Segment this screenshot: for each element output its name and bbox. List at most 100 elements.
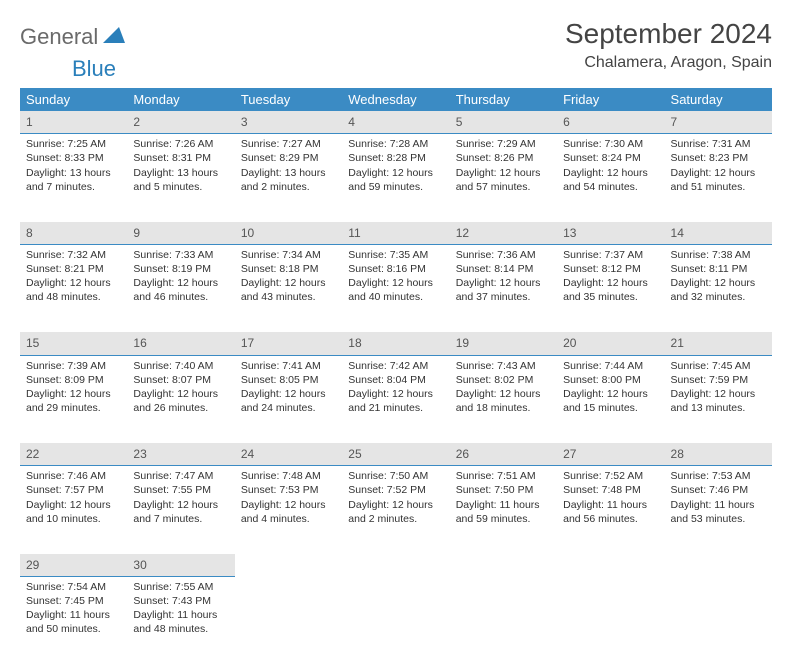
- daylight-text: and 37 minutes.: [456, 290, 551, 304]
- sunrise-text: Sunrise: 7:54 AM: [26, 580, 121, 594]
- sunset-text: Sunset: 7:53 PM: [241, 483, 336, 497]
- day-cell: Sunrise: 7:26 AMSunset: 8:31 PMDaylight:…: [127, 134, 234, 222]
- daylight-text: Daylight: 12 hours: [133, 276, 228, 290]
- sunset-text: Sunset: 8:31 PM: [133, 151, 228, 165]
- day-number: 14: [665, 222, 772, 245]
- sunset-text: Sunset: 8:14 PM: [456, 262, 551, 276]
- day-header: Wednesday: [342, 88, 449, 111]
- day-number: 20: [557, 332, 664, 355]
- daylight-text: and 48 minutes.: [26, 290, 121, 304]
- daylight-text: Daylight: 11 hours: [133, 608, 228, 622]
- day-cell: Sunrise: 7:53 AMSunset: 7:46 PMDaylight:…: [665, 466, 772, 554]
- sunset-text: Sunset: 8:05 PM: [241, 373, 336, 387]
- sunset-text: Sunset: 8:28 PM: [348, 151, 443, 165]
- month-title: September 2024: [565, 18, 772, 50]
- daylight-text: Daylight: 12 hours: [348, 276, 443, 290]
- day-number: 30: [127, 554, 234, 577]
- day-number: 4: [342, 111, 449, 134]
- day-number-row: 891011121314: [20, 222, 772, 245]
- daylight-text: Daylight: 12 hours: [671, 276, 766, 290]
- daylight-text: and 7 minutes.: [133, 512, 228, 526]
- daylight-text: and 53 minutes.: [671, 512, 766, 526]
- day-number: 11: [342, 222, 449, 245]
- sunrise-text: Sunrise: 7:43 AM: [456, 359, 551, 373]
- daylight-text: Daylight: 12 hours: [348, 387, 443, 401]
- day-number: [235, 554, 342, 577]
- day-cell: Sunrise: 7:34 AMSunset: 8:18 PMDaylight:…: [235, 244, 342, 332]
- day-header: Thursday: [450, 88, 557, 111]
- daylight-text: Daylight: 12 hours: [241, 276, 336, 290]
- sunset-text: Sunset: 8:04 PM: [348, 373, 443, 387]
- day-header: Monday: [127, 88, 234, 111]
- day-number: 12: [450, 222, 557, 245]
- day-cell: Sunrise: 7:45 AMSunset: 7:59 PMDaylight:…: [665, 355, 772, 443]
- sunset-text: Sunset: 7:50 PM: [456, 483, 551, 497]
- sunset-text: Sunset: 8:29 PM: [241, 151, 336, 165]
- daylight-text: Daylight: 12 hours: [671, 387, 766, 401]
- day-number: 28: [665, 443, 772, 466]
- daylight-text: and 51 minutes.: [671, 180, 766, 194]
- daylight-text: and 21 minutes.: [348, 401, 443, 415]
- logo: General: [20, 24, 127, 50]
- day-number: 16: [127, 332, 234, 355]
- daylight-text: Daylight: 12 hours: [133, 498, 228, 512]
- daylight-text: and 50 minutes.: [26, 622, 121, 636]
- day-cell: Sunrise: 7:40 AMSunset: 8:07 PMDaylight:…: [127, 355, 234, 443]
- daylight-text: Daylight: 11 hours: [456, 498, 551, 512]
- daylight-text: Daylight: 13 hours: [26, 166, 121, 180]
- day-cell: Sunrise: 7:41 AMSunset: 8:05 PMDaylight:…: [235, 355, 342, 443]
- day-number: [557, 554, 664, 577]
- day-cell: Sunrise: 7:38 AMSunset: 8:11 PMDaylight:…: [665, 244, 772, 332]
- day-number: 5: [450, 111, 557, 134]
- sunrise-text: Sunrise: 7:46 AM: [26, 469, 121, 483]
- sunset-text: Sunset: 8:09 PM: [26, 373, 121, 387]
- sunset-text: Sunset: 8:16 PM: [348, 262, 443, 276]
- sunset-text: Sunset: 8:11 PM: [671, 262, 766, 276]
- day-number: 26: [450, 443, 557, 466]
- daylight-text: Daylight: 12 hours: [26, 387, 121, 401]
- sunset-text: Sunset: 8:21 PM: [26, 262, 121, 276]
- daylight-text: Daylight: 12 hours: [456, 387, 551, 401]
- daylight-text: and 13 minutes.: [671, 401, 766, 415]
- day-cell: Sunrise: 7:27 AMSunset: 8:29 PMDaylight:…: [235, 134, 342, 222]
- day-cell: Sunrise: 7:30 AMSunset: 8:24 PMDaylight:…: [557, 134, 664, 222]
- day-cell: Sunrise: 7:46 AMSunset: 7:57 PMDaylight:…: [20, 466, 127, 554]
- day-cell: Sunrise: 7:39 AMSunset: 8:09 PMDaylight:…: [20, 355, 127, 443]
- day-cell: Sunrise: 7:43 AMSunset: 8:02 PMDaylight:…: [450, 355, 557, 443]
- day-number: 29: [20, 554, 127, 577]
- daylight-text: Daylight: 12 hours: [456, 276, 551, 290]
- day-cell: [342, 576, 449, 664]
- sunset-text: Sunset: 8:07 PM: [133, 373, 228, 387]
- sunset-text: Sunset: 7:55 PM: [133, 483, 228, 497]
- day-cell: Sunrise: 7:28 AMSunset: 8:28 PMDaylight:…: [342, 134, 449, 222]
- sunrise-text: Sunrise: 7:51 AM: [456, 469, 551, 483]
- sunrise-text: Sunrise: 7:30 AM: [563, 137, 658, 151]
- day-number: 19: [450, 332, 557, 355]
- day-cell: Sunrise: 7:47 AMSunset: 7:55 PMDaylight:…: [127, 466, 234, 554]
- day-number-row: 1234567: [20, 111, 772, 134]
- day-number: 6: [557, 111, 664, 134]
- day-cell: [450, 576, 557, 664]
- daylight-text: Daylight: 11 hours: [26, 608, 121, 622]
- daylight-text: Daylight: 11 hours: [563, 498, 658, 512]
- day-header: Friday: [557, 88, 664, 111]
- sunset-text: Sunset: 8:24 PM: [563, 151, 658, 165]
- day-content-row: Sunrise: 7:46 AMSunset: 7:57 PM Daylight:…: [20, 466, 772, 554]
- day-cell: Sunrise: 7:29 AMSunset: 8:26 PMDaylight:…: [450, 134, 557, 222]
- day-content-row: Sunrise: 7:32 AMSunset: 8:21 PMDaylight:…: [20, 244, 772, 332]
- sunset-text: Sunset: 7:57 PM: [26, 483, 121, 497]
- daylight-text: Daylight: 13 hours: [241, 166, 336, 180]
- day-cell: Sunrise: 7:42 AMSunset: 8:04 PMDaylight:…: [342, 355, 449, 443]
- sunrise-text: Sunrise: 7:50 AM: [348, 469, 443, 483]
- day-number: 27: [557, 443, 664, 466]
- daylight-text: Daylight: 12 hours: [26, 276, 121, 290]
- sunrise-text: Sunrise: 7:36 AM: [456, 248, 551, 262]
- day-cell: Sunrise: 7:55 AMSunset: 7:43 PMDaylight:…: [127, 576, 234, 664]
- sunset-text: Sunset: 8:12 PM: [563, 262, 658, 276]
- day-cell: Sunrise: 7:52 AMSunset: 7:48 PMDaylight:…: [557, 466, 664, 554]
- sunrise-text: Sunrise: 7:48 AM: [241, 469, 336, 483]
- day-cell: Sunrise: 7:32 AMSunset: 8:21 PMDaylight:…: [20, 244, 127, 332]
- logo-text-general: General: [20, 24, 98, 50]
- sunset-text: Sunset: 7:43 PM: [133, 594, 228, 608]
- daylight-text: Daylight: 13 hours: [133, 166, 228, 180]
